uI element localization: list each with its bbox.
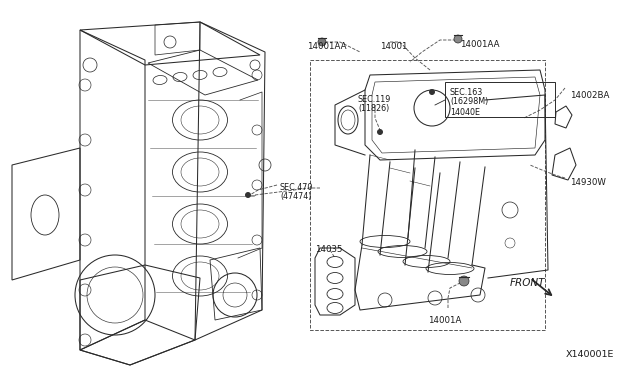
Text: (16298M): (16298M) (450, 97, 488, 106)
Bar (445, 82, 555, 117)
Circle shape (377, 129, 383, 135)
Text: SEC.470: SEC.470 (280, 183, 314, 192)
Bar (310, 60, 545, 330)
Circle shape (454, 35, 462, 43)
Text: 14001AA: 14001AA (460, 40, 499, 49)
Text: 14002BA: 14002BA (570, 91, 609, 100)
Text: X140001E: X140001E (566, 350, 614, 359)
Text: 14930W: 14930W (570, 178, 606, 187)
Text: SEC.119: SEC.119 (358, 95, 392, 104)
Text: 14035: 14035 (315, 245, 342, 254)
Circle shape (318, 38, 326, 46)
Text: SEC.163: SEC.163 (450, 88, 483, 97)
Text: 14001A: 14001A (428, 316, 461, 325)
Text: (47474): (47474) (280, 192, 312, 201)
Circle shape (429, 89, 435, 95)
Text: 14001AA: 14001AA (307, 42, 346, 51)
Circle shape (459, 276, 469, 286)
Text: 14001: 14001 (380, 42, 408, 51)
Circle shape (245, 192, 251, 198)
Text: FRONT: FRONT (510, 278, 545, 288)
Text: (11826): (11826) (358, 104, 389, 113)
Text: 14040E: 14040E (450, 108, 480, 117)
